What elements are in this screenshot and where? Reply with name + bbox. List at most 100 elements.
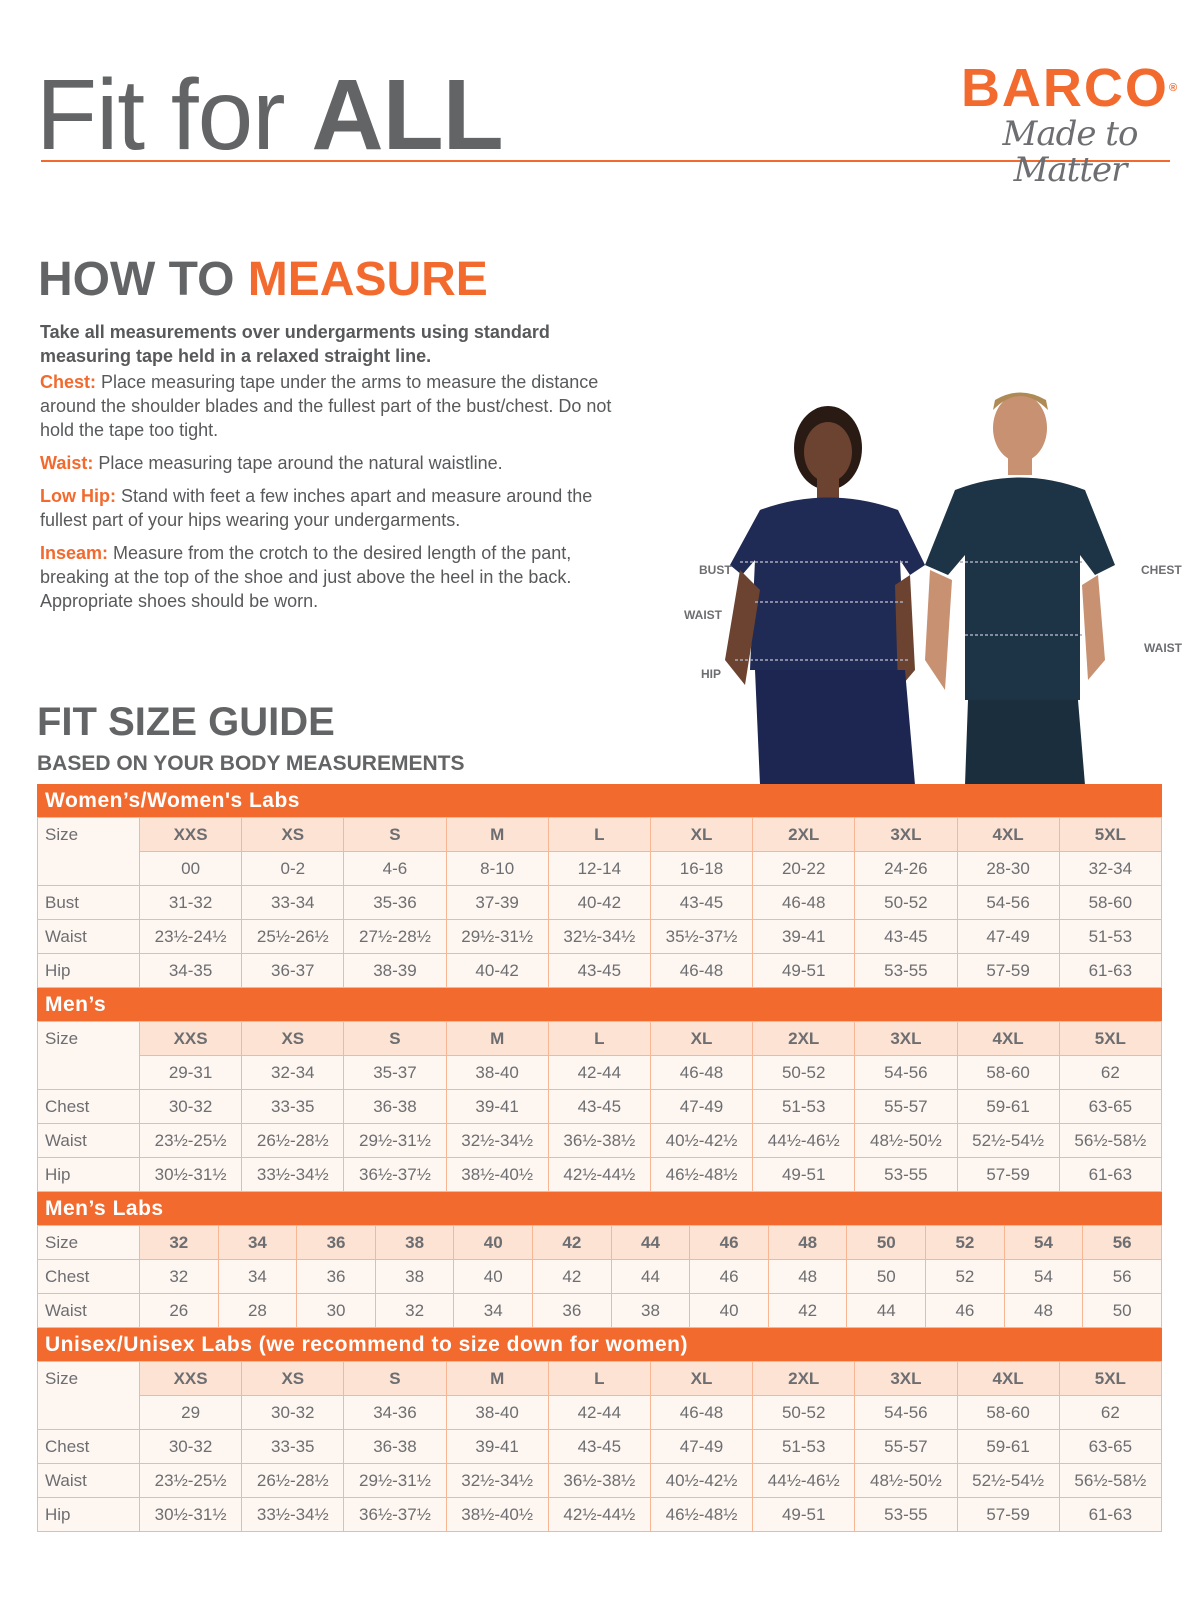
- table-row: Chest 30-32 33-35 36-38 39-41 43-45 47-49 51-53…: [37, 1089, 1163, 1124]
- row-label: Hip: [37, 953, 140, 988]
- table-cell: 23½-24½: [138, 919, 243, 954]
- table-cell: 61-63: [1058, 953, 1163, 988]
- table-cell: 27½-28½: [343, 919, 447, 954]
- table-cell: 44: [610, 1259, 691, 1294]
- table-row: Hip 34-35 36-37 38-39 40-42 43-45 46-48 49-51 53…: [37, 953, 1163, 988]
- size-cell: XL: [649, 817, 754, 852]
- size-cell: 56: [1082, 1225, 1162, 1260]
- table-cell: 31-32: [138, 885, 243, 920]
- size-table-section: Men’s Labs Size 32 34 36 38 40 42 44 46 48 50 52 54 56…: [37, 1192, 1162, 1328]
- row-label: Chest: [37, 1429, 140, 1464]
- table-cell: 8-10: [445, 851, 549, 886]
- size-cell: XL: [649, 1021, 754, 1056]
- table-cell: 35-37: [343, 1055, 447, 1090]
- table-cell: 38-40: [445, 1395, 549, 1430]
- table-cell: 36-38: [343, 1429, 447, 1464]
- table-row: Chest 30-32 33-35 36-38 39-41 43-45 47-49 51-53…: [37, 1429, 1163, 1464]
- table-row: 00 0-2 4-6 8-10 12-14 16-18 20-22 24-26 28-30 32-…: [38, 851, 1163, 886]
- section-header: Men’s Labs: [37, 1192, 1162, 1225]
- logo-registered: ®: [1168, 82, 1180, 94]
- size-cell: XS: [241, 1021, 345, 1056]
- barco-logo: BARCO® Made to Matter: [955, 60, 1185, 188]
- table-cell: 46: [925, 1293, 1005, 1328]
- table-cell: 35½-37½: [649, 919, 754, 954]
- table-cell: 32½-34½: [445, 1123, 549, 1158]
- table-cell: 4-6: [343, 851, 447, 886]
- table-cell: 52½-54½: [956, 1123, 1060, 1158]
- table-cell: 61-63: [1058, 1157, 1163, 1192]
- chest-label: CHEST: [1141, 563, 1182, 577]
- table-cell: 61-63: [1058, 1497, 1163, 1532]
- waist-label-women: WAIST: [684, 608, 722, 622]
- fit-size-guide-subtitle: BASED ON YOUR BODY MEASUREMENTS: [37, 752, 465, 775]
- table-cell: 30½-31½: [138, 1157, 243, 1192]
- logo-brand: BARCO: [960, 58, 1169, 118]
- table-row: Hip 30½-31½ 33½-34½ 36½-37½ 38½-40½ 42½-44½ 46…: [37, 1497, 1163, 1532]
- instruction-label: Inseam:: [40, 543, 109, 563]
- table-cell: 46: [689, 1259, 769, 1294]
- table-cell: 26½-28½: [241, 1123, 345, 1158]
- table-cell: 52: [925, 1259, 1005, 1294]
- table-cell: 49-51: [752, 1497, 856, 1532]
- size-cell: S: [343, 817, 447, 852]
- table-cell: 50-52: [752, 1055, 856, 1090]
- table-row: Waist 23½-25½ 26½-28½ 29½-31½ 32½-34½ 36½-38½…: [37, 1123, 1163, 1158]
- size-cell: 5XL: [1058, 1021, 1163, 1056]
- table-cell: 36-37: [241, 953, 345, 988]
- table-cell: 56: [1082, 1259, 1162, 1294]
- size-cell: L: [547, 1361, 651, 1396]
- table-cell: 55-57: [854, 1429, 958, 1464]
- table-cell: 26: [139, 1293, 219, 1328]
- table-cell: 56½-58½: [1058, 1123, 1163, 1158]
- table-cell: 24-26: [854, 851, 958, 886]
- table-cell: 30-32: [241, 1395, 345, 1430]
- table-cell: 34-36: [343, 1395, 447, 1430]
- low-hip-instruction: Low Hip: Stand with feet a few inches ap…: [40, 484, 630, 532]
- size-cell: XXS: [138, 817, 243, 852]
- size-cell: 52: [925, 1225, 1005, 1260]
- logo-tagline: Made to Matter: [1002, 114, 1139, 190]
- table-cell: 36½-38½: [547, 1123, 651, 1158]
- table-cell: 53-55: [854, 1157, 958, 1192]
- size-cell: 3XL: [854, 1361, 958, 1396]
- fit-size-guide-title: FIT SIZE GUIDE: [37, 700, 335, 744]
- how-title-orange: MEASURE: [247, 253, 488, 306]
- table-row: Waist 26 28 30 32 34 36 38 40 42 44 46 48 50: [37, 1293, 1162, 1328]
- size-cell: 36: [296, 1225, 376, 1260]
- size-cell: 2XL: [752, 817, 856, 852]
- table-cell: 53-55: [854, 1497, 958, 1532]
- table-cell: 59-61: [956, 1089, 1060, 1124]
- table-cell: 29½-31½: [343, 1123, 447, 1158]
- table-cell: 40: [453, 1259, 534, 1294]
- size-cell: 5XL: [1058, 817, 1163, 852]
- size-cell: 4XL: [956, 1021, 1060, 1056]
- table-cell: 46-48: [649, 953, 754, 988]
- table-row: 29-31 32-34 35-37 38-40 42-44 46-48 50-52 54-56…: [38, 1055, 1163, 1090]
- table-cell: 51-53: [752, 1089, 856, 1124]
- size-cell: XXS: [138, 1361, 243, 1396]
- table-row: Size XXS XS S M L XL 2XL 3XL 4XL 5XL: [37, 817, 1163, 886]
- title-light: Fit for: [36, 59, 286, 171]
- instruction-text: Stand with feet a few inches apart and m…: [40, 486, 593, 530]
- size-cell: 2XL: [752, 1361, 856, 1396]
- row-label: Chest: [37, 1089, 140, 1124]
- man-figure: [925, 392, 1115, 785]
- row-label: Waist: [37, 1123, 140, 1158]
- size-cell: 42: [532, 1225, 612, 1260]
- table-row: Hip 30½-31½ 33½-34½ 36½-37½ 38½-40½ 42½-44½ 46…: [37, 1157, 1163, 1192]
- table-cell: 40½-42½: [649, 1463, 754, 1498]
- size-cell: 50: [846, 1225, 927, 1260]
- table-cell: 16-18: [649, 851, 754, 886]
- table-row: Chest 32 34 36 38 40 42 44 46 48 50 52 54 56: [37, 1259, 1162, 1294]
- table-cell: 26½-28½: [241, 1463, 345, 1498]
- table-cell: 29: [138, 1395, 243, 1430]
- table-cell: 30½-31½: [138, 1497, 243, 1532]
- table-cell: 54-56: [956, 885, 1060, 920]
- table-cell: 35-36: [343, 885, 447, 920]
- size-table-section: Unisex/Unisex Labs (we recommend to size…: [37, 1328, 1163, 1532]
- table-cell: 32½-34½: [547, 919, 651, 954]
- size-cell: 4XL: [956, 817, 1060, 852]
- table-cell: 62: [1058, 1395, 1163, 1430]
- section-header: Unisex/Unisex Labs (we recommend to size…: [37, 1328, 1162, 1361]
- table-cell: 29-31: [138, 1055, 243, 1090]
